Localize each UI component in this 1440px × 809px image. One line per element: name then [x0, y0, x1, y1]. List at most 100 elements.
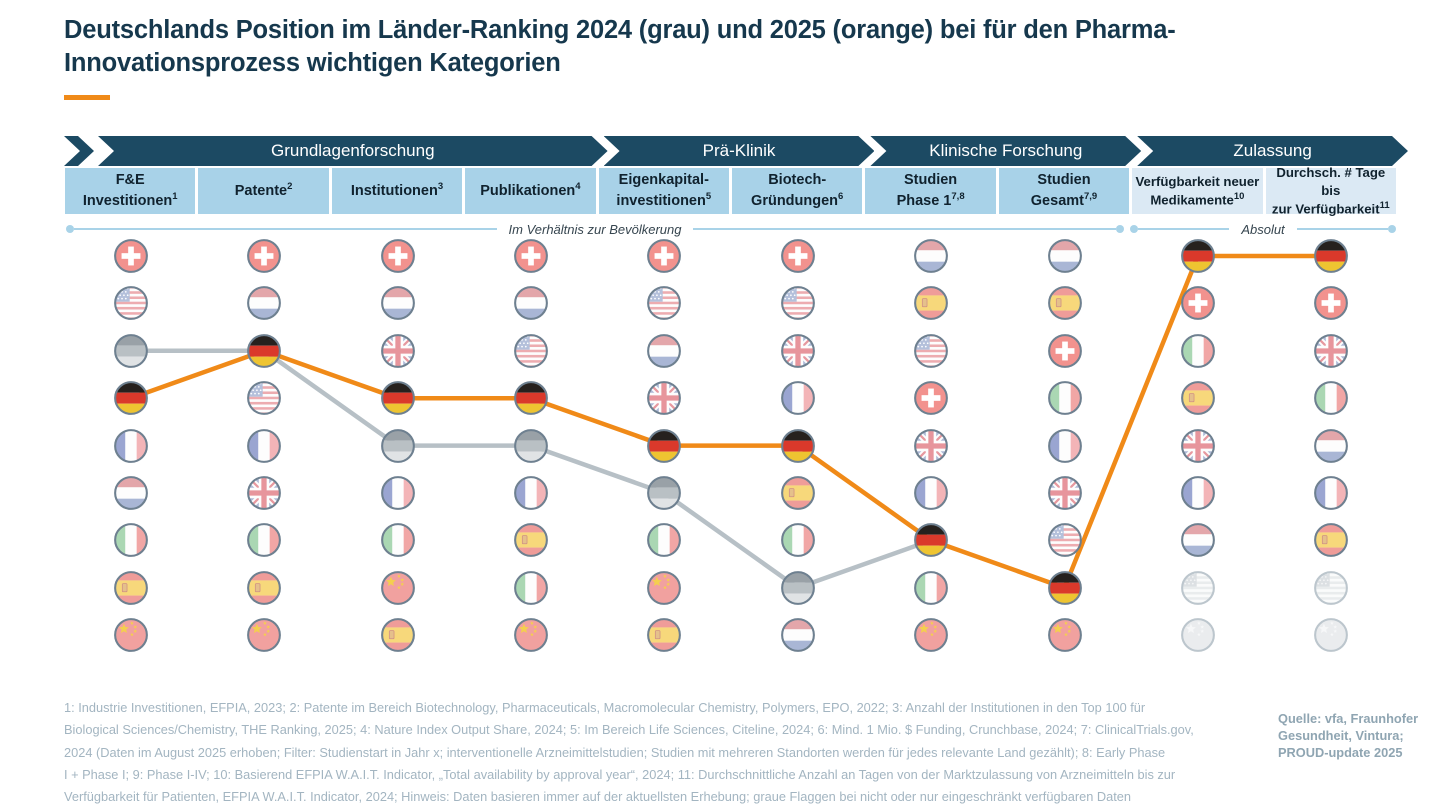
flag-icon-de [1314, 239, 1349, 273]
flag-icon-fr [1180, 476, 1215, 510]
page-title: Deutschlands Position im Länder-Ranking … [64, 16, 1176, 77]
flag-icon-ch [380, 239, 415, 273]
flag-icon-es [647, 618, 682, 653]
column-header-footnote-ref: 3 [437, 180, 444, 192]
flag-icon-gb [914, 428, 948, 463]
flag-icon-gb [1047, 476, 1082, 510]
flag-icon-us [513, 333, 548, 368]
source-note: Quelle: vfa, Fraunhofer Gesundheit, Vintu… [1278, 710, 1428, 761]
flag-icon-nl [647, 333, 682, 368]
column-header-footnote-ref: 7,9 [1083, 190, 1098, 202]
phase-band-start-chevron-icon [64, 136, 94, 166]
column-header-7: Studien Phase 17,8 [865, 168, 996, 214]
footnote-line: Verfügbarkeit für Patienten, EFPIA W.A.I… [64, 789, 1132, 805]
column-header-text: Studien [1037, 172, 1091, 189]
flag-icon-us [914, 333, 948, 368]
axis-dot-icon [66, 225, 74, 233]
flag-icon-de [1180, 239, 1215, 273]
flag-icon-gb [380, 333, 415, 368]
flag-icon-es [1047, 286, 1082, 321]
flag-icon-gb [247, 476, 281, 510]
flag-icon-cn [113, 618, 148, 653]
flag-icon-nl [1047, 239, 1082, 273]
phase-arrow-3: Klinische Forschung [870, 136, 1141, 166]
footnote-line: 1: Industrie Investitionen, EFPIA, 2023;… [64, 700, 1146, 715]
axis-absolute-label: Absolut [1241, 221, 1285, 237]
flag-icon-nl [780, 618, 815, 653]
column-header-10: Durchsch. # Tage bis zur Verfügbarkeit11 [1265, 165, 1396, 216]
column-header-9: Verfügbarkeit neuer Medikamente10 [1132, 168, 1263, 214]
column-header-footnote-ref: 11 [1379, 199, 1390, 211]
flag-icon-it [513, 570, 548, 605]
flag-icon-nl [247, 286, 281, 321]
flag-icon-de [1047, 570, 1082, 605]
title-underline [64, 95, 110, 100]
flag-icon-cn [1047, 618, 1082, 653]
flag-icon-de [113, 381, 148, 416]
flag-icon-cng [1314, 618, 1349, 653]
axis-relative-scale: Im Verhältnis zur Bevölkerung [66, 222, 1124, 237]
flag-icon-fr [513, 476, 548, 510]
column-header-text: Verfügbarkeit neuer [1135, 173, 1260, 189]
axis-line [1138, 227, 1230, 231]
flag-icon-de [247, 333, 281, 368]
rank-line-2025 [128, 253, 1334, 591]
flag-icon-ch [1047, 333, 1082, 368]
axis-absolute-scale: Absolut [1130, 221, 1396, 237]
column-header-text: Gründungen [751, 192, 839, 209]
flag-icon-ch [780, 239, 815, 273]
flag-icon-us [780, 286, 815, 321]
flag-icon-fr [1314, 476, 1349, 510]
flag-icon-cn [247, 618, 281, 653]
flag-icon-fr [113, 428, 148, 463]
column-header-2: Patente2 [198, 168, 329, 214]
flag-icon-gb [1314, 333, 1349, 368]
column-header-footnote-ref: 1 [172, 190, 178, 202]
column-header-text: Institutionen [350, 182, 438, 199]
flag-icon-it [247, 523, 281, 558]
column-header-text: F&E [115, 172, 145, 189]
column-header-footnote-ref: 2 [287, 180, 293, 192]
flag-icon-es [1180, 381, 1215, 416]
flag-icon-de [780, 428, 815, 463]
source-line: Gesundheit, Vintura; [1278, 728, 1404, 743]
flag-icon-fr [1047, 428, 1082, 463]
flag-icon-deg [780, 570, 815, 605]
footnote-line: Biological Sciences/Chemistry, THE Ranki… [64, 722, 1194, 738]
flag-icon-it [647, 523, 682, 558]
flag-icon-usg [1314, 570, 1349, 605]
flag-icon-nl [1180, 523, 1215, 558]
column-header-text: Biotech- [768, 172, 827, 189]
phase-arrow-2: Prä-Klinik [604, 136, 875, 166]
flag-icon-it [380, 523, 415, 558]
flag-icon-cn [380, 570, 415, 605]
flag-icon-es [780, 476, 815, 510]
column-header-1: F&E Investitionen1 [65, 168, 196, 214]
column-header-text: Patente [234, 182, 288, 199]
flag-icon-es [914, 286, 948, 321]
flag-icon-deg [113, 333, 148, 368]
flag-icon-ch [1314, 286, 1349, 321]
footnotes: 1: Industrie Investitionen, EFPIA, 2023;… [64, 697, 1264, 808]
flag-icon-ch [113, 239, 148, 273]
flag-icon-it [780, 523, 815, 558]
flag-icon-ch [247, 239, 281, 273]
flag-icon-fr [380, 476, 415, 510]
flag-icon-usg [1180, 570, 1215, 605]
column-header-text: Studien [904, 172, 958, 189]
flag-icon-cn [647, 570, 682, 605]
axis-dot-icon [1130, 225, 1138, 233]
axis-dot-icon [1116, 225, 1124, 233]
axis-line [74, 227, 497, 231]
source-line: Quelle: vfa, Fraunhofer [1278, 711, 1419, 726]
column-header-text: Medikamente [1150, 192, 1234, 208]
flag-icon-ch [513, 239, 548, 273]
flag-icon-ch [1180, 286, 1215, 321]
flag-icon-it [113, 523, 148, 558]
column-header-footnote-ref: 4 [575, 180, 581, 192]
flag-icon-nl [1314, 428, 1349, 463]
flag-icon-cn [513, 618, 548, 653]
flag-icon-es [113, 570, 148, 605]
flag-icon-cn [914, 618, 948, 653]
column-header-text: Eigenkapital- [618, 172, 709, 189]
